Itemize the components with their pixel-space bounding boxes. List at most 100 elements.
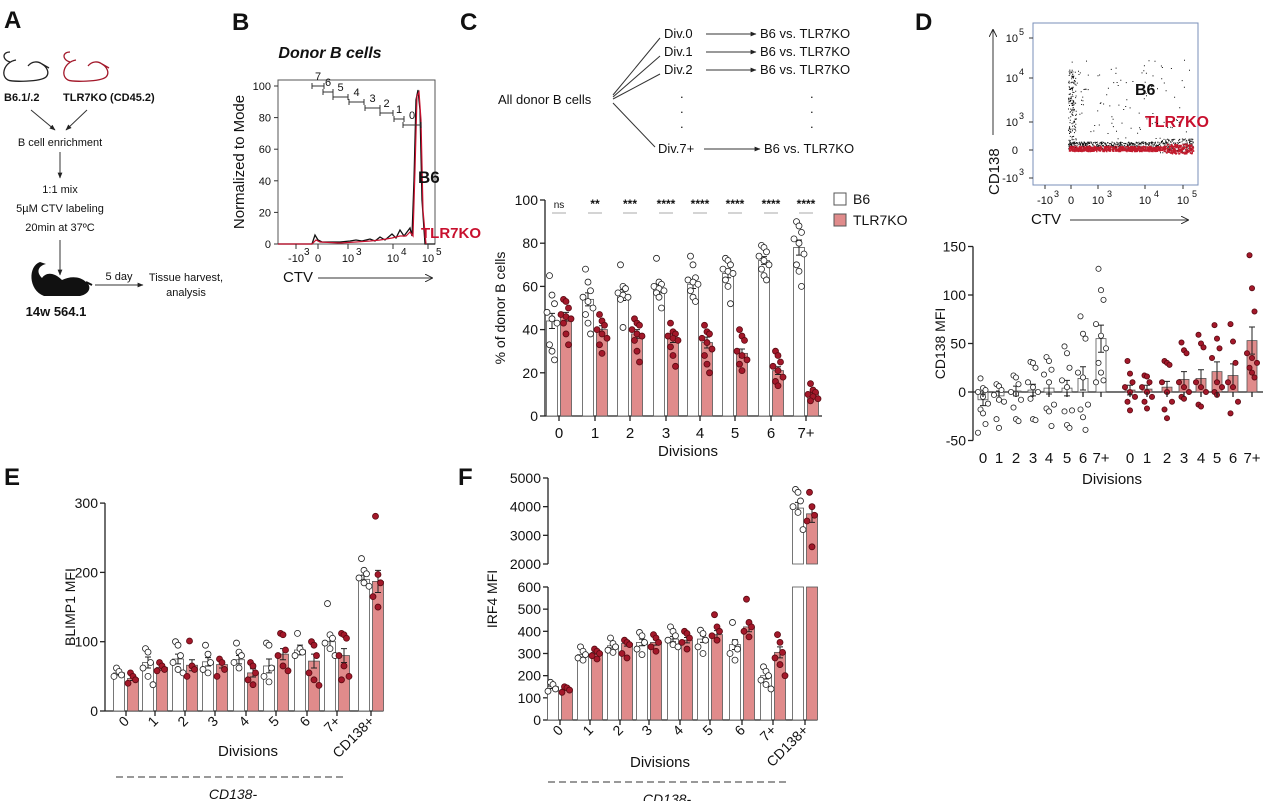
- data-point: [626, 641, 633, 649]
- data-point: [692, 298, 699, 305]
- data-point: [1018, 396, 1025, 403]
- error-bar: [1249, 326, 1255, 355]
- x-tick-label: 0: [549, 722, 566, 739]
- data-point: [305, 669, 313, 677]
- data-point: [1144, 405, 1151, 412]
- flow-x-tick-exp: 3: [1054, 189, 1059, 199]
- data-point: [1064, 384, 1071, 391]
- histogram-x-tick-exp: 3: [356, 247, 362, 258]
- data-point: [617, 295, 624, 303]
- data-point: [1249, 355, 1256, 362]
- data-point: [596, 650, 603, 657]
- data-point: [1080, 374, 1087, 381]
- y-tick-label: 300: [518, 645, 542, 661]
- data-point: [687, 252, 694, 260]
- data-point: [694, 643, 702, 651]
- x-tick-label: 0: [115, 713, 132, 730]
- data-point: [1041, 371, 1048, 378]
- data-point: [282, 646, 289, 654]
- flow-x-tick: 10: [1139, 195, 1151, 207]
- data-point: [1077, 406, 1084, 413]
- bar-B6-6: [294, 649, 306, 712]
- data-point: [265, 641, 273, 649]
- y-tick-label: 0: [533, 712, 541, 728]
- scheme-comparison-2: B6 vs. TLR7KO: [760, 62, 850, 77]
- histogram-x-tick: -10: [288, 253, 304, 265]
- data-point: [1195, 331, 1202, 338]
- data-point: [638, 651, 646, 658]
- data-point: [713, 636, 721, 644]
- data-point: [587, 330, 594, 338]
- data-point: [655, 293, 663, 301]
- data-point: [329, 634, 336, 642]
- outcome-line1: Tissue harvest,: [149, 272, 223, 284]
- bar-B6-5: [722, 273, 734, 417]
- data-point: [1214, 379, 1221, 386]
- gate-2: [379, 110, 394, 116]
- data-point: [686, 634, 693, 642]
- data-point: [174, 666, 182, 673]
- scheme-div1: Div.1: [664, 44, 693, 59]
- scheme-comparison-1: B6 vs. TLR7KO: [760, 44, 850, 59]
- flow-y-tick: 10: [1006, 73, 1018, 85]
- data-point: [672, 632, 679, 640]
- gate-6: [322, 89, 334, 95]
- data-point: [1093, 379, 1100, 386]
- data-point: [1230, 338, 1237, 345]
- data-point: [1035, 388, 1042, 395]
- y-axis-label: % of donor B cells: [492, 252, 508, 365]
- data-point: [1098, 287, 1105, 294]
- scheme-div2: Div.2: [664, 62, 693, 77]
- data-point: [177, 652, 184, 659]
- data-point: [1176, 379, 1183, 386]
- data-point: [1203, 388, 1210, 395]
- data-point: [774, 631, 781, 639]
- data-point: [191, 666, 198, 673]
- data-point: [678, 639, 686, 646]
- data-point: [808, 503, 816, 511]
- x-tick-label: 3: [204, 713, 221, 730]
- data-point: [698, 334, 706, 342]
- x-tick-label: 7+: [1243, 450, 1260, 467]
- data-point: [807, 380, 814, 388]
- histogram-tlr7ko-curve: [278, 89, 427, 245]
- y-tick-label: 4000: [510, 499, 541, 515]
- data-point: [779, 373, 787, 381]
- flow-y-tick-exp: 3: [1019, 111, 1024, 121]
- x-tick-label: 5: [1063, 450, 1071, 467]
- x-tick-label: 6: [767, 425, 775, 442]
- flow-x-tick: 10: [1177, 195, 1189, 207]
- data-point: [1251, 374, 1258, 381]
- data-point: [118, 671, 125, 679]
- data-point: [1030, 384, 1037, 391]
- data-point: [1198, 403, 1205, 410]
- x-tick-label: 4: [1045, 450, 1053, 467]
- data-point: [1001, 398, 1008, 405]
- data-point: [689, 261, 697, 269]
- data-point: [174, 641, 182, 649]
- flow-x-tick-exp: 4: [1154, 189, 1159, 199]
- panel-label-b: B: [232, 9, 249, 36]
- data-point: [313, 652, 320, 659]
- flow-x-label: CTV: [1031, 211, 1061, 228]
- panel-label-f: F: [458, 464, 473, 491]
- data-point: [738, 367, 746, 375]
- data-point: [548, 347, 556, 355]
- data-point: [207, 659, 214, 666]
- data-point: [1048, 366, 1055, 373]
- data-point: [687, 287, 694, 295]
- scheme-div7: Div.7+: [658, 141, 694, 156]
- data-point: [711, 611, 718, 619]
- data-point: [1251, 308, 1258, 315]
- data-point: [183, 672, 191, 680]
- scheme-div0: Div.0: [664, 26, 693, 41]
- scheme-comparison-7: B6 vs. TLR7KO: [764, 141, 854, 156]
- data-point: [596, 341, 603, 349]
- panel-label-e: E: [4, 464, 20, 491]
- data-point: [774, 382, 782, 390]
- histogram-frame: [277, 79, 436, 245]
- flow-x-tick: 0: [1068, 195, 1074, 207]
- gate-label-6: 6: [325, 77, 331, 89]
